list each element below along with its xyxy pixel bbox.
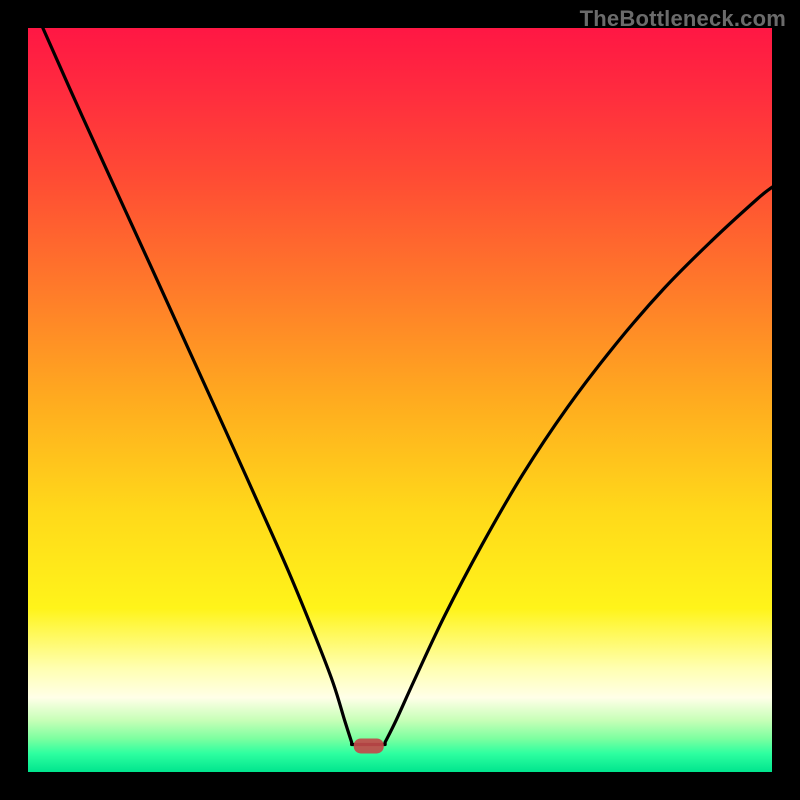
watermark-text: TheBottleneck.com [580,6,786,32]
optimum-marker [354,738,384,753]
bottleneck-chart [0,0,800,800]
plot-background [28,28,772,772]
chart-container: { "watermark": { "text": "TheBottleneck.… [0,0,800,800]
